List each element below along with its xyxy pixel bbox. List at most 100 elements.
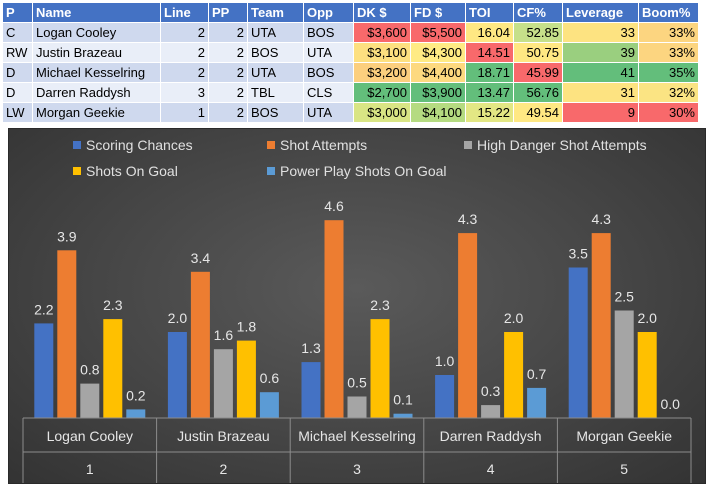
bar[interactable] bbox=[637, 332, 657, 418]
table-cell[interactable]: 1 bbox=[160, 102, 209, 123]
bar[interactable] bbox=[34, 323, 54, 418]
bar[interactable] bbox=[80, 383, 100, 418]
bar[interactable] bbox=[393, 413, 413, 418]
bar[interactable] bbox=[259, 392, 279, 418]
bar[interactable] bbox=[347, 396, 367, 419]
column-header[interactable]: Team bbox=[247, 2, 304, 23]
table-cell[interactable]: LW bbox=[2, 102, 33, 123]
table-cell[interactable]: RW bbox=[2, 42, 33, 63]
bar[interactable] bbox=[435, 375, 455, 418]
bar[interactable] bbox=[236, 340, 256, 418]
table-cell[interactable]: C bbox=[2, 22, 33, 43]
legend-item[interactable]: Shot Attempts bbox=[267, 137, 367, 153]
table-cell[interactable]: $3,200 bbox=[353, 62, 411, 83]
table-cell[interactable]: 2 bbox=[160, 62, 209, 83]
table-cell[interactable]: BOS bbox=[247, 102, 304, 123]
column-header[interactable]: Line bbox=[160, 2, 209, 23]
column-header[interactable]: Boom% bbox=[638, 2, 699, 23]
table-cell[interactable]: 15.22 bbox=[465, 102, 514, 123]
table-cell[interactable]: UTA bbox=[247, 22, 304, 43]
table-cell[interactable]: D bbox=[2, 62, 33, 83]
table-cell[interactable]: 52.85 bbox=[513, 22, 563, 43]
column-header[interactable]: CF% bbox=[513, 2, 563, 23]
table-cell[interactable]: 32% bbox=[638, 82, 699, 103]
table-cell[interactable]: 18.71 bbox=[465, 62, 514, 83]
table-cell[interactable]: $3,600 bbox=[353, 22, 411, 43]
table-cell[interactable]: 56.76 bbox=[513, 82, 563, 103]
column-header[interactable]: Name bbox=[32, 2, 161, 23]
bar[interactable] bbox=[504, 332, 524, 418]
table-cell[interactable]: 2 bbox=[208, 102, 248, 123]
legend-item[interactable]: Power Play Shots On Goal bbox=[267, 163, 447, 179]
table-cell[interactable]: UTA bbox=[303, 42, 354, 63]
column-header[interactable]: FD $ bbox=[410, 2, 466, 23]
table-cell[interactable]: $3,900 bbox=[410, 82, 466, 103]
column-header[interactable]: DK $ bbox=[353, 2, 411, 23]
table-cell[interactable]: 33 bbox=[562, 22, 639, 43]
bar[interactable] bbox=[126, 409, 146, 418]
table-cell[interactable]: 45.99 bbox=[513, 62, 563, 83]
table-cell[interactable]: 41 bbox=[562, 62, 639, 83]
table-cell[interactable]: 35% bbox=[638, 62, 699, 83]
table-cell[interactable]: BOS bbox=[303, 22, 354, 43]
table-cell[interactable]: $4,100 bbox=[410, 102, 466, 123]
column-header[interactable]: Opp bbox=[303, 2, 354, 23]
table-cell[interactable]: 39 bbox=[562, 42, 639, 63]
table-cell[interactable]: BOS bbox=[247, 42, 304, 63]
bar[interactable] bbox=[527, 387, 547, 418]
table-cell[interactable]: $2,700 bbox=[353, 82, 411, 103]
table-cell[interactable]: 31 bbox=[562, 82, 639, 103]
bar[interactable] bbox=[190, 271, 210, 418]
table-cell[interactable]: 2 bbox=[208, 62, 248, 83]
table-cell[interactable]: UTA bbox=[303, 102, 354, 123]
bar[interactable] bbox=[481, 405, 501, 418]
bar[interactable] bbox=[458, 233, 478, 418]
bar[interactable] bbox=[301, 362, 321, 418]
table-cell[interactable]: Darren Raddysh bbox=[32, 82, 161, 103]
table-row[interactable]: RW Justin Brazeau 2 2 BOS UTA $3,100 $4,300 14.5… bbox=[2, 42, 699, 63]
bar[interactable] bbox=[370, 319, 390, 418]
table-cell[interactable]: UTA bbox=[247, 62, 304, 83]
table-cell[interactable]: 2 bbox=[160, 42, 209, 63]
legend-item[interactable]: Shots On Goal bbox=[73, 163, 178, 179]
legend-item[interactable]: Scoring Chances bbox=[73, 137, 193, 153]
bar[interactable] bbox=[614, 310, 634, 419]
table-cell[interactable]: TBL bbox=[247, 82, 304, 103]
table-cell[interactable]: 33% bbox=[638, 22, 699, 43]
table-cell[interactable]: $5,500 bbox=[410, 22, 466, 43]
table-cell[interactable]: 2 bbox=[160, 22, 209, 43]
table-cell[interactable]: 33% bbox=[638, 42, 699, 63]
column-header[interactable]: P bbox=[2, 2, 33, 23]
table-cell[interactable]: 2 bbox=[208, 82, 248, 103]
table-row[interactable]: C Logan Cooley 2 2 UTA BOS $3,600 $5,500 16.04 52… bbox=[2, 22, 699, 43]
table-cell[interactable]: 2 bbox=[208, 22, 248, 43]
bar[interactable] bbox=[568, 267, 588, 419]
table-cell[interactable]: $4,400 bbox=[410, 62, 466, 83]
table-cell[interactable]: 50.75 bbox=[513, 42, 563, 63]
table-cell[interactable]: Justin Brazeau bbox=[32, 42, 161, 63]
bar[interactable] bbox=[103, 319, 123, 418]
bar[interactable] bbox=[324, 220, 344, 418]
table-cell[interactable]: 30% bbox=[638, 102, 699, 123]
table-cell[interactable]: 9 bbox=[562, 102, 639, 123]
table-row[interactable]: LW Morgan Geekie 1 2 BOS UTA $3,000 $4,100 15.22… bbox=[2, 102, 699, 123]
table-cell[interactable]: 3 bbox=[160, 82, 209, 103]
table-cell[interactable]: 49.54 bbox=[513, 102, 563, 123]
table-cell[interactable]: 13.47 bbox=[465, 82, 514, 103]
table-cell[interactable]: $4,300 bbox=[410, 42, 466, 63]
table-cell[interactable]: $3,100 bbox=[353, 42, 411, 63]
column-header[interactable]: Leverage bbox=[562, 2, 639, 23]
table-cell[interactable]: 14.51 bbox=[465, 42, 514, 63]
legend-item[interactable]: High Danger Shot Attempts bbox=[464, 137, 647, 153]
table-row[interactable]: D Darren Raddysh 3 2 TBL CLS $2,700 $3,900 13.47… bbox=[2, 82, 699, 103]
table-cell[interactable]: Morgan Geekie bbox=[32, 102, 161, 123]
bar[interactable] bbox=[213, 349, 233, 418]
table-cell[interactable]: CLS bbox=[303, 82, 354, 103]
table-row[interactable]: D Michael Kesselring 2 2 UTA BOS $3,200 $4,400 1… bbox=[2, 62, 699, 83]
bar[interactable] bbox=[167, 332, 187, 418]
table-cell[interactable]: 2 bbox=[208, 42, 248, 63]
column-header[interactable]: PP bbox=[208, 2, 248, 23]
table-cell[interactable]: D bbox=[2, 82, 33, 103]
bar[interactable] bbox=[591, 233, 611, 418]
column-header[interactable]: TOI bbox=[465, 2, 514, 23]
